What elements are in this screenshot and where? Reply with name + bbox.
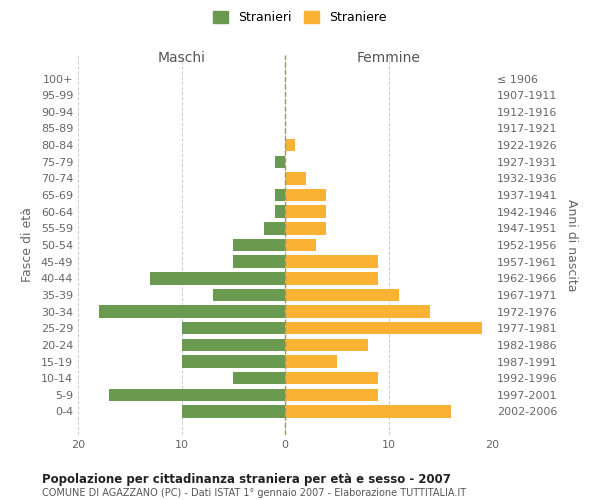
Bar bbox=[182, 405, 285, 417]
Bar bbox=[285, 356, 337, 368]
Bar bbox=[285, 322, 482, 334]
Bar bbox=[285, 405, 451, 417]
Bar bbox=[151, 272, 285, 284]
Text: Popolazione per cittadinanza straniera per età e sesso - 2007: Popolazione per cittadinanza straniera p… bbox=[42, 472, 451, 486]
Bar bbox=[275, 206, 285, 218]
Y-axis label: Anni di nascita: Anni di nascita bbox=[565, 198, 578, 291]
Bar bbox=[109, 388, 285, 401]
Bar bbox=[265, 222, 285, 234]
Bar bbox=[285, 189, 326, 202]
Bar bbox=[285, 388, 378, 401]
Bar bbox=[285, 288, 399, 301]
Bar bbox=[285, 272, 378, 284]
Bar bbox=[285, 139, 295, 151]
Bar bbox=[285, 306, 430, 318]
Bar bbox=[285, 206, 326, 218]
Bar bbox=[285, 256, 378, 268]
Legend: Stranieri, Straniere: Stranieri, Straniere bbox=[208, 6, 392, 29]
Bar bbox=[285, 172, 306, 184]
Bar bbox=[233, 372, 285, 384]
Bar bbox=[233, 256, 285, 268]
Text: Femmine: Femmine bbox=[356, 51, 421, 65]
Bar bbox=[285, 222, 326, 234]
Bar bbox=[182, 322, 285, 334]
Bar bbox=[275, 156, 285, 168]
Bar bbox=[182, 356, 285, 368]
Bar bbox=[275, 189, 285, 202]
Text: COMUNE DI AGAZZANO (PC) - Dati ISTAT 1° gennaio 2007 - Elaborazione TUTTITALIA.I: COMUNE DI AGAZZANO (PC) - Dati ISTAT 1° … bbox=[42, 488, 466, 498]
Y-axis label: Fasce di età: Fasce di età bbox=[21, 208, 34, 282]
Bar bbox=[285, 239, 316, 251]
Bar bbox=[182, 338, 285, 351]
Bar bbox=[99, 306, 285, 318]
Bar bbox=[285, 372, 378, 384]
Bar bbox=[212, 288, 285, 301]
Text: Maschi: Maschi bbox=[157, 51, 205, 65]
Bar bbox=[285, 338, 368, 351]
Bar bbox=[233, 239, 285, 251]
